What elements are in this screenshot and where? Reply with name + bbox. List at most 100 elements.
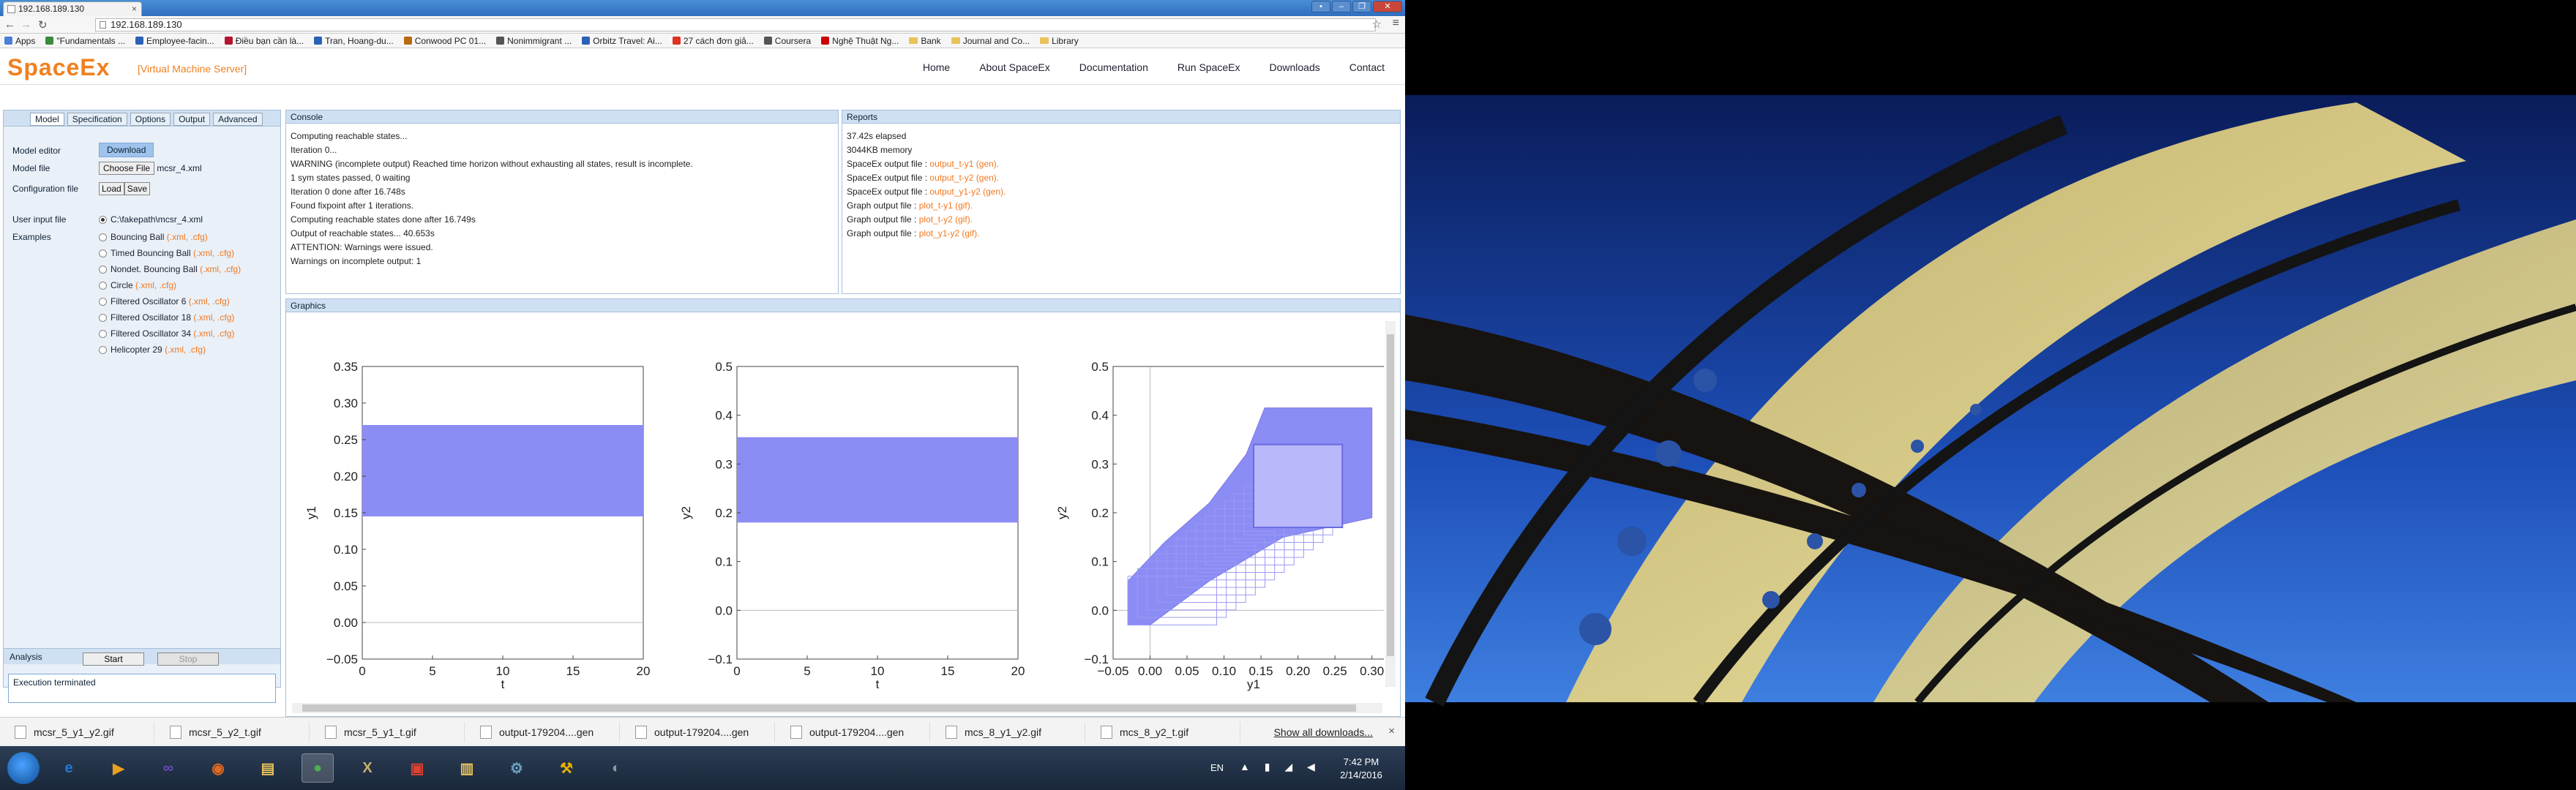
download-item[interactable]: mcsr_5_y1_y2.gif	[4, 722, 154, 742]
bookmark-item[interactable]: Orbitz Travel: Ai...	[582, 36, 662, 46]
example-radio[interactable]	[99, 233, 107, 241]
folder-icon[interactable]: ▥	[460, 760, 474, 777]
download-item[interactable]: mcsr_5_y1_t.gif	[315, 722, 465, 742]
example-file-links[interactable]: (.xml, .cfg)	[193, 328, 235, 339]
menu-icon[interactable]: ≡	[1392, 17, 1399, 29]
report-file-link[interactable]: output_t-y2 (gen).	[929, 173, 1000, 183]
close-window-button[interactable]: ✕	[1373, 1, 1402, 12]
example-file-links[interactable]: (.xml, .cfg)	[166, 232, 208, 242]
browser-tab[interactable]: 192.168.189.130 ×	[3, 1, 142, 16]
scroll-thumb[interactable]	[302, 704, 1356, 712]
example-radio[interactable]	[99, 346, 107, 354]
download-item[interactable]: mcs_8_y1_y2.gif	[935, 722, 1085, 742]
download-item[interactable]: mcsr_5_y2_t.gif	[160, 722, 310, 742]
example-file-links[interactable]: (.xml, .cfg)	[193, 312, 235, 323]
example-radio[interactable]	[99, 298, 107, 306]
example-item[interactable]: Nondet. Bouncing Ball (.xml, .cfg)	[99, 264, 241, 274]
report-file-link[interactable]: plot_t-y1 (gif).	[918, 200, 973, 211]
paint-icon[interactable]: ◐	[611, 759, 621, 776]
bookmark-item[interactable]: Điều bạn cần là...	[224, 36, 304, 46]
download-button[interactable]: Download	[99, 143, 154, 157]
example-item[interactable]: Circle (.xml, .cfg)	[99, 280, 176, 290]
network-icon[interactable]: ⚙	[510, 760, 523, 777]
back-icon[interactable]: ←	[4, 18, 15, 31]
forward-icon[interactable]: →	[20, 18, 31, 31]
example-file-links[interactable]: (.xml, .cfg)	[200, 264, 242, 274]
stop-button[interactable]: Stop	[157, 652, 219, 666]
tool-icon[interactable]: ⚒	[560, 760, 573, 777]
horizontal-scrollbar[interactable]	[292, 703, 1382, 713]
example-radio[interactable]	[99, 330, 107, 338]
nav-link[interactable]: Home	[922, 61, 951, 73]
address-bar[interactable]: 192.168.189.130	[95, 18, 1376, 31]
report-file-link[interactable]: plot_t-y2 (gif).	[918, 214, 973, 225]
explorer-icon[interactable]: ▤	[261, 760, 275, 777]
close-downloads-icon[interactable]: ×	[1388, 725, 1395, 737]
download-item[interactable]: output-179204....gen	[780, 722, 930, 742]
example-item[interactable]: Bouncing Ball (.xml, .cfg)	[99, 232, 208, 242]
report-file-link[interactable]: plot_y1-y2 (gif).	[918, 228, 980, 238]
user-input-radio[interactable]	[99, 216, 107, 224]
report-file-link[interactable]: output_y1-y2 (gen).	[929, 187, 1006, 197]
start-button[interactable]	[7, 752, 40, 784]
bookmark-folder[interactable]: Library	[1040, 36, 1079, 46]
bookmark-item[interactable]: Tran, Hoang-du...	[314, 36, 394, 46]
firefox-icon[interactable]: ◉	[211, 760, 225, 777]
clock[interactable]: 7:42 PM 2/14/2016	[1332, 756, 1390, 782]
bookmark-item[interactable]: Coursera	[763, 36, 811, 46]
tray-icons[interactable]: ▲ ▮ ◢ ◀	[1240, 761, 1321, 772]
download-item[interactable]: output-179204....gen	[470, 722, 620, 742]
example-radio[interactable]	[99, 314, 107, 322]
bookmark-star-icon[interactable]: ☆	[1371, 18, 1382, 31]
download-item[interactable]: mcs_8_y2_t.gif	[1090, 722, 1240, 742]
example-radio[interactable]	[99, 266, 107, 274]
start-button[interactable]: Start	[83, 652, 144, 666]
minimize-button[interactable]: –	[1332, 1, 1351, 12]
ie-icon[interactable]: e	[64, 759, 73, 776]
chrome-icon[interactable]: ●	[302, 753, 334, 783]
show-all-downloads-link[interactable]: Show all downloads...	[1273, 726, 1373, 738]
bookmark-item[interactable]: Conwood PC 01...	[403, 36, 486, 46]
visual-studio-icon[interactable]: ∞	[162, 759, 174, 776]
tab-options[interactable]: Options	[130, 113, 171, 126]
language-indicator[interactable]: EN	[1210, 762, 1224, 773]
user-icon[interactable]: •	[1311, 1, 1330, 12]
example-item[interactable]: Filtered Oscillator 34 (.xml, .cfg)	[99, 328, 234, 339]
example-radio[interactable]	[99, 282, 107, 290]
example-file-links[interactable]: (.xml, .cfg)	[192, 248, 234, 258]
choose-file-button[interactable]: Choose File	[99, 162, 155, 175]
bookmark-item[interactable]: "Fundamentals ...	[45, 36, 125, 46]
media-icon[interactable]: ▶	[113, 760, 124, 777]
download-item[interactable]: output-179204....gen	[625, 722, 775, 742]
scroll-thumb[interactable]	[1387, 334, 1394, 656]
nav-link[interactable]: Documentation	[1079, 61, 1148, 73]
save-button[interactable]: Save	[124, 182, 151, 195]
load-button[interactable]: Load	[99, 182, 124, 195]
example-item[interactable]: Filtered Oscillator 6 (.xml, .cfg)	[99, 296, 230, 306]
example-radio[interactable]	[99, 249, 107, 257]
maximize-button[interactable]: ❐	[1352, 1, 1371, 12]
nav-link[interactable]: Downloads	[1269, 61, 1320, 73]
tab-model[interactable]: Model	[30, 113, 64, 126]
example-file-links[interactable]: (.xml, .cfg)	[188, 296, 230, 306]
bookmark-item[interactable]: Nghệ Thuật Ng...	[821, 36, 899, 46]
example-file-links[interactable]: (.xml, .cfg)	[165, 345, 206, 355]
bookmark-item[interactable]: 27 cách đơn giả...	[672, 36, 754, 46]
nav-link[interactable]: Run SpaceEx	[1177, 61, 1240, 73]
bookmark-folder[interactable]: Journal and Co...	[951, 36, 1030, 46]
example-item[interactable]: Filtered Oscillator 18 (.xml, .cfg)	[99, 312, 234, 323]
bookmark-item[interactable]: Apps	[4, 36, 35, 46]
tab-advanced[interactable]: Advanced	[213, 113, 263, 126]
app-icon[interactable]: X	[362, 759, 372, 776]
nav-link[interactable]: About SpaceEx	[979, 61, 1050, 73]
vertical-scrollbar[interactable]	[1385, 321, 1396, 687]
spaceex-logo[interactable]: SpaceEx	[7, 54, 111, 80]
tab-output[interactable]: Output	[173, 113, 211, 126]
example-item[interactable]: Helicopter 29 (.xml, .cfg)	[99, 345, 206, 355]
example-item[interactable]: Timed Bouncing Ball (.xml, .cfg)	[99, 248, 234, 258]
pdf-icon[interactable]: ▣	[410, 760, 424, 777]
bookmark-item[interactable]: Nonimmigrant ...	[496, 36, 572, 46]
close-tab-icon[interactable]: ×	[131, 4, 137, 14]
example-file-links[interactable]: (.xml, .cfg)	[135, 280, 177, 290]
bookmark-item[interactable]: Employee-facin...	[135, 36, 214, 46]
